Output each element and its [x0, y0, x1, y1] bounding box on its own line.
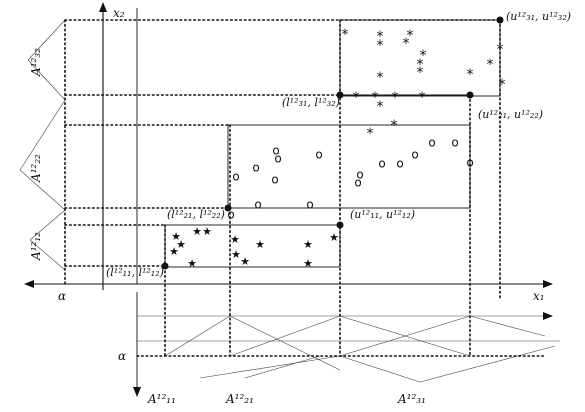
projection-boxes — [64, 19, 501, 357]
circle-marker: o — [254, 198, 261, 212]
cluster-boxes — [164, 19, 501, 268]
circle-marker: o — [378, 157, 385, 171]
corner-points — [161, 16, 504, 270]
star-marker: ★ — [176, 238, 186, 251]
circle-marker: o — [356, 168, 363, 182]
A32-label: A¹²₃₂ — [29, 48, 43, 77]
asterisk-marker: * — [391, 118, 398, 134]
asterisk-marker: * — [467, 67, 474, 83]
star-marker: ★ — [171, 230, 181, 243]
asterisk-marker: * — [367, 126, 374, 142]
cluster-3-box — [339, 19, 501, 97]
star-marker: ★ — [255, 238, 265, 251]
circle-marker: o — [315, 148, 322, 162]
u1-point — [336, 221, 344, 229]
l2-label: (l¹²₂₁, l¹²₂₂) — [167, 208, 225, 221]
l1-point — [161, 262, 169, 270]
cluster-1-box — [164, 224, 341, 268]
cluster-2-box — [227, 124, 471, 209]
asterisk-marker: * — [407, 28, 414, 44]
circle-marker: o — [227, 208, 234, 222]
asterisk-marker: * — [353, 90, 360, 106]
x1-axis-label: x₁ — [533, 289, 545, 303]
A22-label: A¹²₂₂ — [29, 154, 43, 183]
star-marker: ★ — [202, 225, 212, 238]
star-marker: ★ — [240, 255, 250, 268]
circle-marker: o — [354, 176, 361, 190]
asterisk-marker: * — [377, 70, 384, 86]
star-marker: ★ — [230, 233, 240, 246]
A21-label: A¹²₂₁ — [225, 392, 254, 406]
bottom-membership-functions — [137, 312, 560, 383]
l1-label: (l¹²₁₁, l¹²₁₂) — [106, 266, 164, 279]
star-marker: ★ — [187, 257, 197, 270]
l3-point — [336, 91, 344, 99]
asterisk-marker: * — [377, 99, 384, 115]
l2-point — [224, 204, 232, 212]
asterisk-marker: * — [417, 65, 424, 81]
axes — [24, 2, 553, 397]
u2-label: (u¹²₂₁, u¹²₂₂) — [478, 108, 543, 121]
left-membership-functions — [19, 19, 66, 271]
x1-arrowhead — [543, 280, 553, 288]
asterisk-marker: * — [403, 36, 410, 52]
star-marker: ★ — [303, 238, 313, 251]
u3-label: (u¹²₃₁, u¹²₃₂) — [506, 10, 571, 23]
l3-label: (l¹²₃₁, l¹²₃₂) — [282, 96, 340, 109]
circle-marker: o — [306, 198, 313, 212]
A11-label: A¹²₁₁ — [147, 392, 176, 406]
x2-axis-label: x₂ — [113, 6, 125, 20]
x2-arrowhead — [99, 2, 107, 12]
A12-label: A¹²₁₂ — [29, 232, 43, 261]
asterisk-marker: * — [342, 27, 349, 43]
A31-label: A¹²₃₁ — [397, 392, 426, 406]
circle-marker: o — [466, 156, 473, 170]
asterisk-marker: * — [377, 38, 384, 54]
circle-marker: o — [272, 144, 279, 158]
u3-point — [496, 16, 504, 24]
asterisk-marker: * — [419, 90, 426, 106]
star-marker: ★ — [329, 231, 339, 244]
asterisk-marker: * — [487, 57, 494, 73]
star-marker: ★ — [303, 257, 313, 270]
circle-marker: o — [451, 136, 458, 150]
asterisk-marker: * — [392, 90, 399, 106]
u1-label: (u¹²₁₁, u¹²₁₂) — [350, 208, 415, 221]
star-marker: ★ — [231, 248, 241, 261]
circle-marker: o — [396, 157, 403, 171]
circle-marker: o — [428, 136, 435, 150]
star-marker: ★ — [169, 245, 179, 258]
x1-left-arrowhead — [24, 280, 34, 288]
asterisk-marker: * — [499, 77, 506, 93]
star-marker: ★ — [192, 225, 202, 238]
asterisk-marker: * — [417, 57, 424, 73]
membership-axis-bottom-arrowhead — [133, 387, 141, 397]
asterisk-marker: * — [372, 90, 379, 106]
asterisk-marker: * — [377, 29, 384, 45]
circle-marker: o — [232, 170, 239, 184]
alpha-left-label: α — [58, 289, 66, 303]
circle-marker: o — [271, 173, 278, 187]
circle-marker: o — [411, 148, 418, 162]
circle-marker: o — [274, 152, 281, 166]
circle-marker: o — [252, 161, 259, 175]
asterisk-marker: * — [420, 48, 427, 64]
asterisk-marker: * — [497, 42, 504, 58]
u2-point — [466, 91, 474, 99]
alpha-bottom-label: α — [118, 349, 126, 363]
